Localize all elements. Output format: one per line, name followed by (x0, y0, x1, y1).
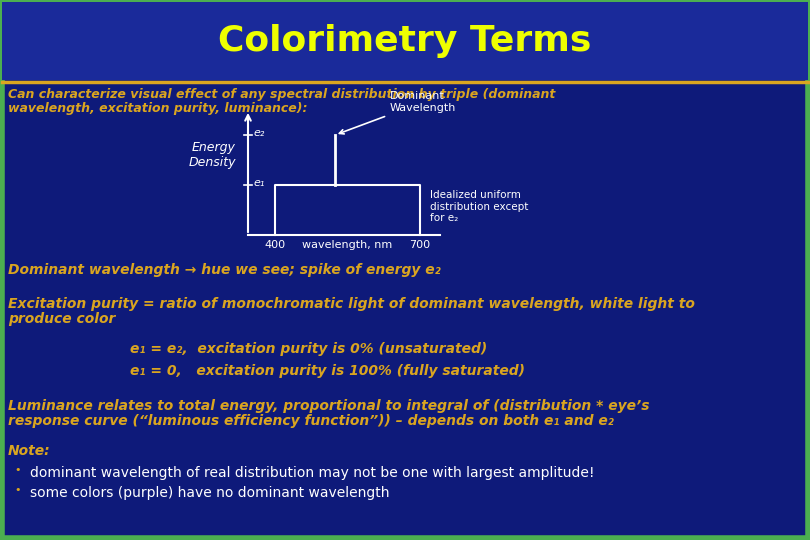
Text: dominant wavelength of real distribution may not be one with largest amplitude!: dominant wavelength of real distribution… (30, 466, 595, 480)
Text: Luminance relates to total energy, proportional to integral of (distribution * e: Luminance relates to total energy, propo… (8, 399, 650, 413)
Text: •: • (15, 465, 21, 475)
Text: some colors (purple) have no dominant wavelength: some colors (purple) have no dominant wa… (30, 486, 390, 500)
Text: e₂: e₂ (253, 128, 264, 138)
Text: 700: 700 (409, 240, 431, 250)
Text: Dominant wavelength → hue we see; spike of energy e₂: Dominant wavelength → hue we see; spike … (8, 263, 441, 277)
Bar (2, 2, 808, 80)
Text: Colorimetry Terms: Colorimetry Terms (219, 24, 591, 58)
Text: produce color: produce color (8, 312, 115, 326)
Text: Note:: Note: (8, 444, 50, 458)
Text: e₁ = e₂,  excitation purity is 0% (unsaturated): e₁ = e₂, excitation purity is 0% (unsatu… (130, 342, 488, 356)
Text: Idealized uniform
distribution except
for e₂: Idealized uniform distribution except fo… (430, 190, 528, 223)
Text: e₁ = 0,   excitation purity is 100% (fully saturated): e₁ = 0, excitation purity is 100% (fully… (130, 364, 525, 378)
Text: Excitation purity = ratio of monochromatic light of dominant wavelength, white l: Excitation purity = ratio of monochromat… (8, 297, 695, 311)
Text: wavelength, nm: wavelength, nm (302, 240, 393, 250)
Text: Can characterize visual effect of any spectral distribution by triple (dominant: Can characterize visual effect of any sp… (8, 88, 556, 101)
Text: e₁: e₁ (253, 178, 264, 188)
Text: wavelength, excitation purity, luminance):: wavelength, excitation purity, luminance… (8, 102, 308, 115)
Text: 400: 400 (264, 240, 286, 250)
Text: •: • (15, 485, 21, 495)
Text: Dominant
Wavelength: Dominant Wavelength (339, 91, 456, 134)
Text: Energy
Density: Energy Density (189, 141, 236, 169)
Text: response curve (“luminous efficiency function”)) – depends on both e₁ and e₂: response curve (“luminous efficiency fun… (8, 414, 614, 428)
